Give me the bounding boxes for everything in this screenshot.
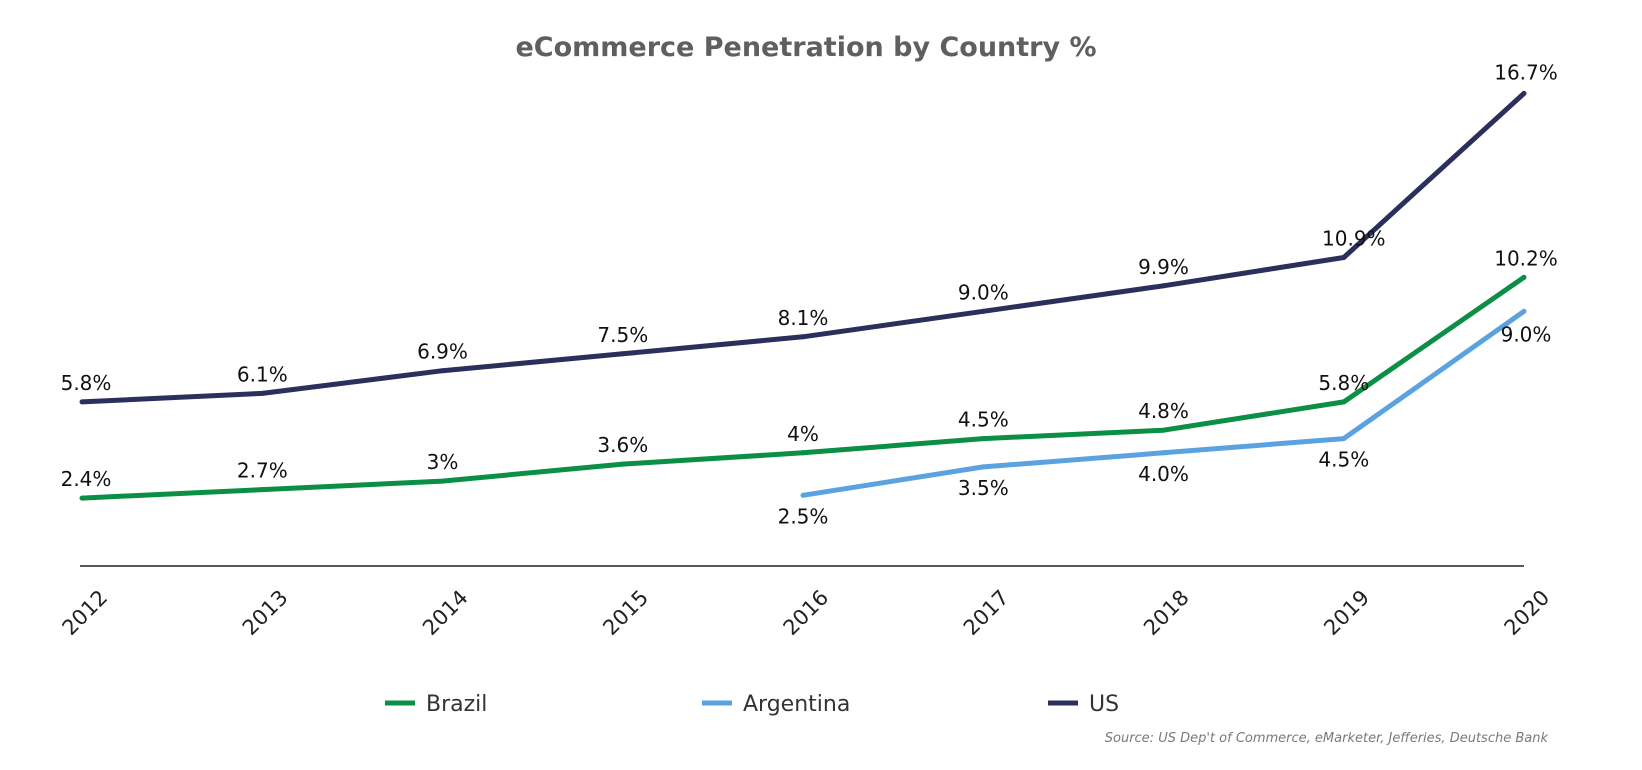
x-tick-label: 2015 (598, 585, 653, 640)
x-tick-labels: 2012 2013 2014 2015 2016 2017 2018 2019 2020 (58, 585, 1555, 640)
data-point-us (1161, 283, 1166, 289)
data-label-us: 8.1% (778, 306, 829, 330)
data-label-argentina: 4.5% (1318, 448, 1369, 472)
data-point-brazil (1521, 274, 1527, 280)
x-tick-label: 2012 (58, 585, 113, 640)
source-note: Source: US Dep't of Commerce, eMarketer,… (1105, 731, 1549, 746)
data-label-brazil: 4% (787, 422, 819, 446)
legend-item-argentina: Argentina (702, 692, 850, 717)
x-tick-label: 2014 (418, 585, 473, 640)
data-label-argentina: 2.5% (778, 504, 829, 528)
data-label-brazil: 4.5% (958, 408, 1009, 432)
data-point-brazil (980, 436, 986, 442)
data-point-brazil (440, 478, 445, 484)
legend-label: US (1089, 692, 1119, 717)
data-point-brazil (800, 450, 806, 456)
data-label-us: 9.9% (1138, 255, 1189, 279)
data-point-us (1341, 255, 1347, 260)
legend-item-brazil: Brazil (385, 692, 487, 717)
data-point-brazil (79, 495, 85, 501)
data-label-us: 16.7% (1494, 60, 1558, 84)
data-point-us (440, 368, 445, 374)
data-label-us: 6.1% (237, 362, 288, 386)
data-label-brazil: 2.7% (237, 459, 288, 483)
data-point-us (980, 308, 986, 314)
legend: Brazil Argentina US (385, 692, 1119, 717)
data-labels-layer: 2.4% 2.7% 3% 3.6% 4% 4.5% 4.8% 5.8% 10.2% 2.5% 3.5… (61, 60, 1558, 528)
x-tick-label: 2019 (1319, 585, 1374, 640)
data-point-us (620, 351, 626, 357)
legend-label: Brazil (426, 692, 487, 717)
data-label-brazil: 3.6% (597, 433, 648, 457)
data-point-us (79, 399, 85, 405)
x-tick-label: 2017 (959, 585, 1014, 640)
data-label-argentina: 3.5% (958, 476, 1009, 500)
legend-label: Argentina (743, 692, 850, 717)
series-layer (79, 90, 1527, 501)
data-point-argentina (980, 464, 986, 470)
data-point-us (1521, 90, 1527, 96)
data-point-argentina (1341, 436, 1347, 442)
data-label-us: 7.5% (597, 323, 648, 347)
data-label-us: 5.8% (61, 371, 112, 395)
x-tick-label: 2013 (238, 585, 293, 640)
chart-title: eCommerce Penetration by Country % (515, 32, 1096, 63)
data-label-us: 9.0% (958, 280, 1009, 304)
data-point-brazil (620, 461, 626, 467)
x-tick-label: 2020 (1500, 585, 1555, 640)
data-point-us (800, 334, 806, 340)
data-label-brazil: 4.8% (1138, 399, 1189, 423)
data-point-argentina (800, 492, 806, 498)
data-label-argentina: 9.0% (1501, 322, 1552, 346)
data-point-brazil (1341, 399, 1347, 405)
data-label-brazil: 5.8% (1318, 371, 1369, 395)
data-label-brazil: 3% (427, 450, 459, 474)
data-label-us: 10.9% (1322, 227, 1386, 251)
data-label-brazil: 2.4% (61, 467, 112, 491)
data-point-argentina (1161, 450, 1166, 456)
x-tick-label: 2016 (779, 585, 834, 640)
data-label-brazil: 10.2% (1494, 246, 1558, 270)
x-tick-label: 2018 (1139, 585, 1194, 640)
data-point-brazil (1161, 427, 1166, 433)
legend-item-us: US (1048, 692, 1119, 717)
data-label-argentina: 4.0% (1138, 462, 1189, 486)
data-label-us: 6.9% (417, 340, 468, 364)
data-point-us (259, 390, 265, 396)
series-line-us (81, 91, 1526, 405)
data-point-argentina (1521, 308, 1527, 314)
data-point-brazil (259, 487, 265, 493)
